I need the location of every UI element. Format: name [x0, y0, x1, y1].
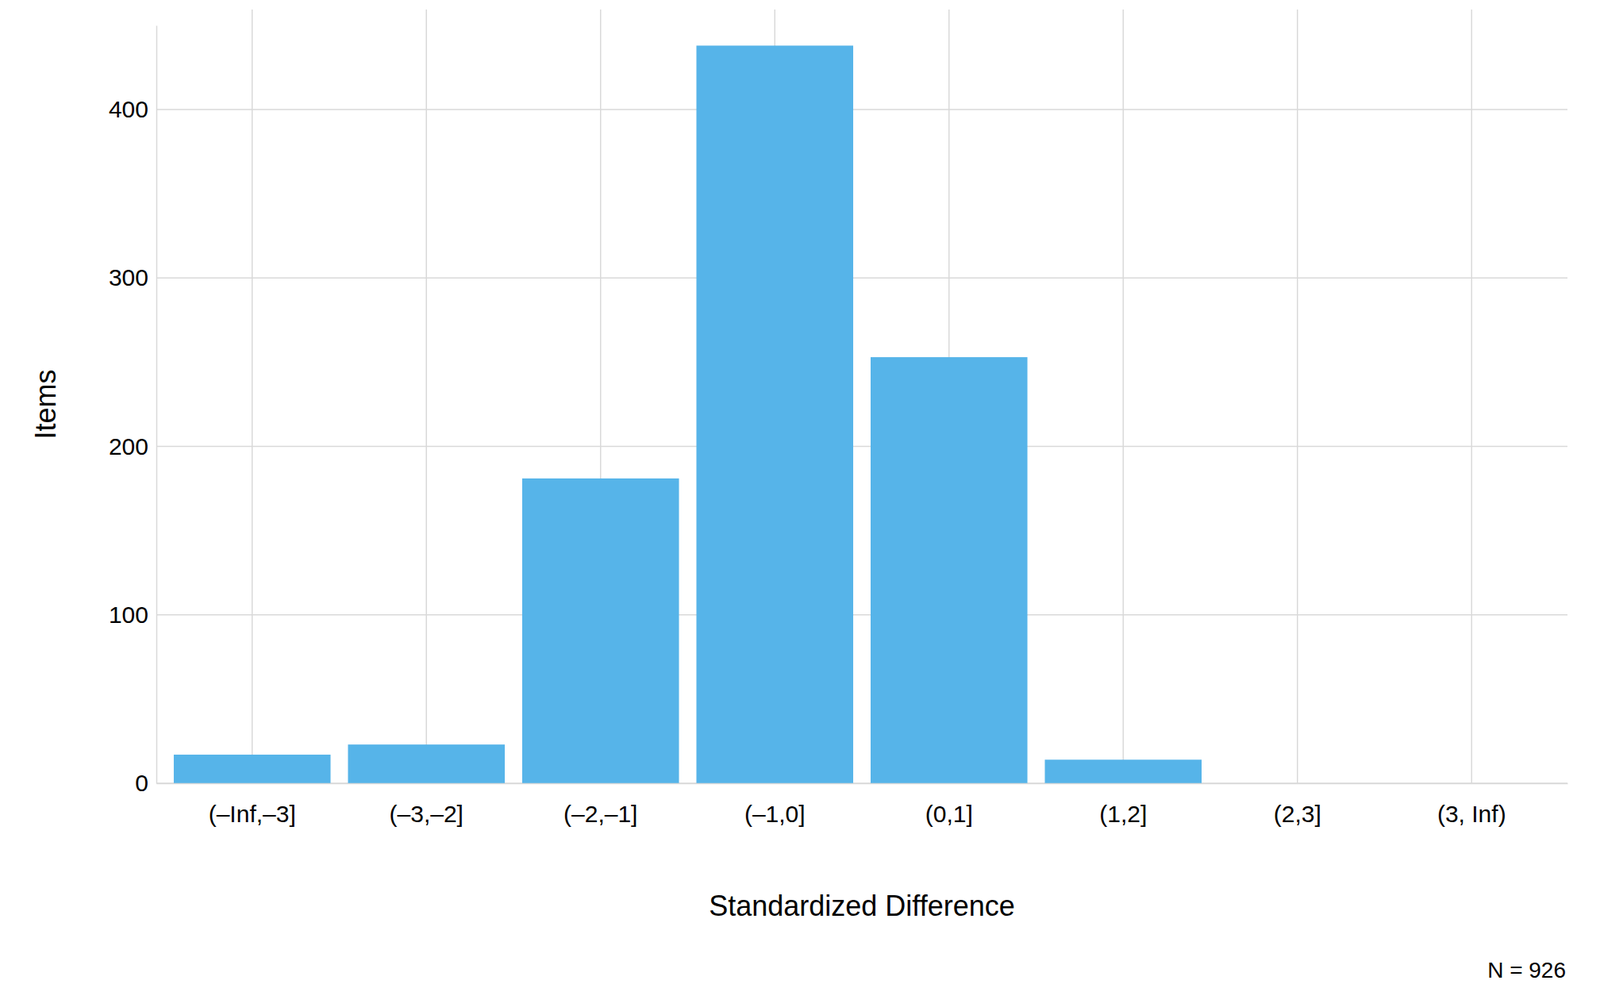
- y-grid-line: [156, 277, 1568, 280]
- x-tick-label: (3, Inf): [1437, 800, 1507, 827]
- x-tick: (–Inf,–3]: [208, 783, 297, 827]
- x-grid-line: [1296, 9, 1299, 784]
- bar: [173, 754, 331, 784]
- x-tick: (–3,–2]: [389, 783, 464, 827]
- y-tick: 400: [108, 96, 157, 123]
- bar: [347, 744, 505, 784]
- y-tick: 200: [108, 433, 157, 460]
- bar: [522, 478, 680, 784]
- y-tick-label: 400: [108, 96, 149, 123]
- y-tick-label: 200: [108, 433, 149, 460]
- bar: [1044, 759, 1202, 784]
- bars: [173, 45, 1202, 784]
- x-tick-label: (0,1]: [925, 800, 974, 827]
- x-grid-line: [251, 9, 254, 784]
- x-tick-label: (2,3]: [1273, 800, 1322, 827]
- x-tick-label: (1,2]: [1099, 800, 1147, 827]
- x-tick: (2,3]: [1273, 783, 1322, 827]
- chart: 0 100 200 300 400 (–Inf,–3] (–3,–2] (–2,–1] (–1,…: [0, 0, 1600, 988]
- x-grid-line: [1471, 9, 1474, 784]
- x-grid-line: [1123, 9, 1125, 784]
- x-grid-line: [425, 9, 427, 784]
- x-tick: (1,2]: [1099, 783, 1147, 827]
- x-axis-line: [157, 783, 1569, 785]
- x-tick-label: (–1,0]: [744, 800, 806, 827]
- x-axis-title: Standardized Difference: [708, 889, 1016, 923]
- x-tick: (3, Inf): [1437, 783, 1507, 827]
- x-tick-label: (–Inf,–3]: [208, 800, 297, 827]
- grid: [156, 9, 1568, 784]
- y-axis: 0 100 200 300 400: [108, 26, 158, 797]
- x-tick-label: (–2,–1]: [563, 800, 638, 827]
- x-tick: (–1,0]: [744, 783, 806, 827]
- y-tick-label: 300: [108, 264, 149, 291]
- annotation: N = 926: [1487, 957, 1566, 983]
- bar: [870, 357, 1028, 784]
- bar: [696, 45, 854, 784]
- y-tick: 0: [134, 769, 157, 797]
- y-grid-line: [156, 108, 1568, 111]
- y-tick: 300: [108, 264, 157, 291]
- y-tick: 100: [108, 601, 157, 628]
- y-grid-line: [156, 446, 1568, 448]
- y-tick-label: 100: [108, 601, 149, 628]
- y-axis-line: [156, 26, 158, 785]
- x-tick: (0,1]: [925, 783, 974, 827]
- x-axis: (–Inf,–3] (–3,–2] (–2,–1] (–1,0] (0,1] (1,2] (…: [157, 783, 1569, 827]
- x-tick: (–2,–1]: [563, 783, 638, 827]
- y-axis-title: Items: [29, 369, 62, 439]
- y-grid-line: [156, 614, 1568, 616]
- y-tick-label: 0: [134, 769, 149, 797]
- x-tick-label: (–3,–2]: [389, 800, 464, 827]
